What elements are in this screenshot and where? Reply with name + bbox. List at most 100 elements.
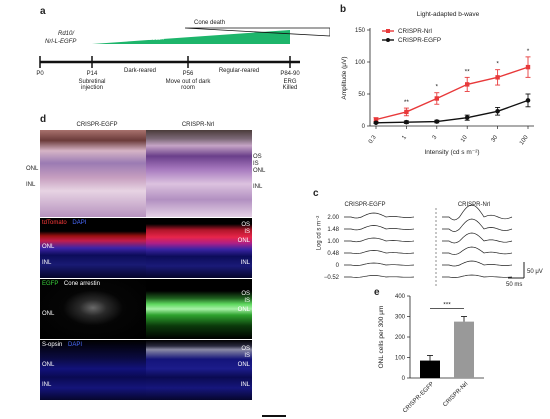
chart-b-legend-marker (386, 38, 390, 42)
stain-tdtomato: tdTomato (42, 220, 67, 226)
timeline-graphic (39, 27, 331, 68)
erg-traces: 2.00 1.48 1.00 0.48 0 −0.52 (324, 204, 525, 286)
chart-e-ytick-label: 300 (395, 315, 406, 321)
panel-e-chart: 0 100 200 300 400 ONL cells per 300 μm CRISPR-… (372, 286, 522, 419)
col-right-title: CRISPR-Nrl (181, 122, 215, 128)
col-left-title: CRISPR-EGFP (76, 122, 118, 128)
egfp-right-image: OS IS ONL (146, 279, 252, 339)
scale-bar (262, 415, 286, 417)
tp-p56-label: P56 (182, 71, 194, 77)
chart-e-ytick-label: 0 (402, 376, 406, 382)
chart-b-xtick-label: 10 (460, 134, 469, 143)
chart-b-point (404, 109, 409, 115)
stain-s-opsin: S-opsin (42, 342, 63, 348)
chart-b-point (434, 119, 440, 124)
sopsin-left-inl: INL (42, 382, 52, 388)
chart-b-legend-marker (386, 29, 390, 33)
tp-p84-note: ERG Killed (282, 79, 298, 91)
chart-b-ytick-label: 0 (362, 124, 366, 130)
chart-b-legend-label: CRISPR-Nrl (398, 28, 432, 35)
he-left-image (40, 130, 146, 217)
cone-death-label: Cone death (194, 20, 226, 26)
tdtomato-right-onl: ONL (237, 238, 250, 244)
erg-trace-right (442, 246, 513, 255)
erg-intensity-label: 1.48 (327, 227, 339, 233)
panel-letter-a: a (40, 6, 46, 17)
chart-b-ylabel: Amplitude (μV) (341, 56, 348, 99)
erg-trace-left (344, 262, 415, 266)
tdtomato-left-inl: INL (42, 260, 52, 266)
tdtomato-right-is: IS (244, 229, 250, 235)
chart-b-series-line (375, 66, 529, 121)
chart-b-ytick-label: 100 (355, 60, 366, 66)
tp-p0-label: P0 (36, 71, 44, 77)
chart-b-point (434, 96, 439, 101)
egfp-right-os: OS (241, 291, 250, 297)
chart-b-xtick-label: 3 (432, 134, 439, 141)
he-right-os: OS (253, 154, 262, 160)
chart-b-point (464, 115, 470, 120)
chart-e-xtick-label: CRISPR-EGFP (402, 381, 435, 414)
stain-dapi-2: DAPI (68, 342, 83, 348)
tdtomato-left-stain-labels: tdTomato DAPI (42, 220, 86, 226)
erg-trace-left (344, 225, 415, 231)
tdtomato-right-os: OS (241, 222, 250, 228)
chart-b-ytick-label: 50 (358, 92, 365, 98)
egfp-left-image: EGFP Cone arrestin ONL (40, 279, 146, 339)
he-right-image (146, 130, 252, 217)
chart-b-point (525, 64, 531, 70)
chart-b-xtick-label: 100 (519, 134, 530, 146)
chart-e-ytick-label: 200 (395, 335, 406, 341)
tdtomato-left-onl: ONL (42, 244, 55, 250)
tp-p56-note: Move out of dark room (165, 79, 211, 91)
egfp-left-onl: ONL (42, 311, 55, 317)
chart-b-significance: ** (465, 68, 471, 75)
panel-b-chart: Light-adapted b-wave 0 50 100 150 Amplitude (… (336, 6, 550, 186)
chart-b-xtick-label: 0.3 (368, 134, 378, 145)
rod-death-wedge (92, 30, 290, 44)
tdtomato-right-image: OS IS ONL INL (146, 218, 252, 278)
tp-p84-label: P84-90 (280, 71, 300, 77)
chart-b-xtick-label: 30 (490, 134, 499, 143)
chart-e-bar (420, 360, 440, 378)
mouse-line-1: Rd10/ (58, 31, 75, 37)
erg-intensity-label: 2.00 (327, 215, 339, 221)
chart-b-title: Light-adapted b-wave (417, 11, 480, 18)
chart-b-significance: * (496, 61, 499, 68)
tdtomato-right-inl: INL (240, 260, 250, 266)
chart-b-point (373, 120, 379, 126)
erg-trace-left (344, 250, 415, 254)
erg-trace-right (442, 260, 513, 267)
tp-p14-label: P14 (86, 71, 98, 77)
stain-egfp: EGFP (42, 281, 59, 287)
stain-dapi: DAPI (72, 220, 87, 226)
dark-reared-label: Dark-reared (123, 68, 157, 74)
erg-trace-right (442, 218, 513, 232)
he-right-is: IS (253, 161, 259, 167)
sopsin-right-os: OS (241, 346, 250, 352)
chart-e-ytick-label: 400 (395, 294, 406, 300)
chart-b-point (495, 75, 500, 80)
erg-trace-left (344, 212, 415, 219)
mouse-line-2: Nrl-L-EGFP (45, 39, 77, 45)
egfp-right-onl: ONL (237, 307, 250, 313)
he-right-onl: ONL (253, 168, 266, 174)
chart-b-significance: ** (404, 99, 410, 106)
panel-letter-b: b (340, 4, 347, 15)
he-left-onl: ONL (26, 166, 39, 172)
chart-b-point (404, 119, 409, 125)
panel-letter-c: c (313, 188, 319, 199)
sopsin-left-stain-labels: S-opsin DAPI (42, 342, 82, 348)
erg-trace-left (344, 275, 415, 278)
egfp-left-stain-labels: EGFP Cone arrestin (42, 281, 100, 287)
chart-b-point (525, 98, 531, 103)
erg-right-title: CRISPR-Nrl (457, 202, 491, 208)
panel-letter-e: e (374, 287, 380, 298)
b-wave-line-chart: Light-adapted b-wave 0 50 100 150 Amplitude (… (341, 11, 534, 156)
tdtomato-left-image: tdTomato DAPI ONL INL (40, 218, 146, 278)
erg-trace-right (442, 204, 513, 221)
egfp-right-is: IS (244, 298, 250, 304)
erg-intensity-label: 1.00 (327, 239, 339, 245)
chart-e-ylabel: ONL cells per 300 μm (378, 306, 385, 369)
he-left-inl: INL (26, 182, 36, 188)
